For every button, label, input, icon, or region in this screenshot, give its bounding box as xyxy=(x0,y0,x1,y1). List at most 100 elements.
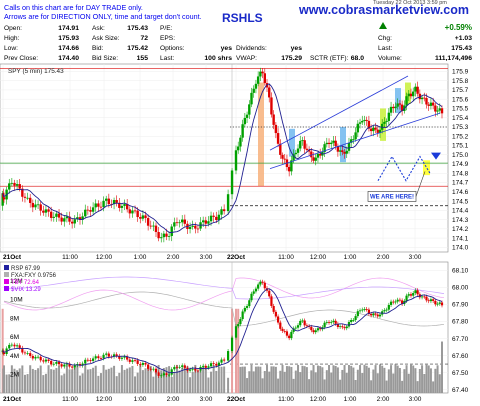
rsp-candle-body xyxy=(81,363,84,366)
indicator-x-tick-label: 11:00 xyxy=(278,396,294,403)
candle-body xyxy=(303,140,306,149)
rsp-candle-body xyxy=(60,364,63,367)
candle-body xyxy=(15,184,19,186)
indicator-y-axis: 67.40 67.50 67.60 67.70 67.80 67.90 68.00 68.10… xyxy=(10,268,469,394)
candle-body xyxy=(385,120,388,122)
candle-body xyxy=(349,139,353,143)
volume-bar xyxy=(354,380,357,393)
candle-body xyxy=(250,92,253,105)
volume-bar xyxy=(301,365,304,393)
indicator-x-tick-label: 3:00 xyxy=(200,396,213,403)
rsp-candle-body xyxy=(34,356,37,359)
indicator-x-tick-label: 1:00 xyxy=(134,396,147,403)
rsp-candle-body xyxy=(425,296,428,301)
candle-body xyxy=(36,204,40,206)
rsp-candle-body xyxy=(401,300,404,305)
candle-body xyxy=(217,214,221,221)
candle-body xyxy=(287,167,291,172)
rsp-candle-body xyxy=(118,355,121,359)
candle-body xyxy=(332,140,335,143)
volume-bar xyxy=(123,369,126,393)
rsp-candle-body xyxy=(409,294,413,296)
volume-bar xyxy=(436,365,439,393)
rsp-candle-body xyxy=(339,326,342,328)
volume-bar xyxy=(165,367,168,393)
rsp-candle-body xyxy=(354,316,357,320)
rsp-candle-body xyxy=(372,313,375,316)
candle-body xyxy=(418,93,422,100)
volume-bar xyxy=(308,379,311,393)
rsp-candle-body xyxy=(285,331,289,336)
ask-label: Ask: xyxy=(92,25,105,32)
rsp-candle-body xyxy=(23,352,27,354)
rsp-candle-body xyxy=(178,366,181,368)
candle-body xyxy=(420,97,424,100)
candle-body xyxy=(254,83,258,89)
volume-bar xyxy=(429,368,432,393)
rsp-candle-body xyxy=(215,363,218,366)
indicator-y-tick-right: 67.40 xyxy=(452,387,469,394)
volume-bar xyxy=(279,370,282,393)
price-x-tick-label: 22Oct xyxy=(227,254,246,261)
price-y-tick-label: 174.4 xyxy=(452,208,469,215)
candle-body xyxy=(47,209,50,212)
volume-bar xyxy=(39,365,42,393)
rsp-candle-body xyxy=(263,282,266,289)
candle-body xyxy=(259,71,262,77)
volume-bar xyxy=(181,367,184,393)
rsp-candle-body xyxy=(434,300,437,305)
rsp-candle-body xyxy=(160,375,163,377)
indicator-y-tick-left: 8M xyxy=(10,315,19,322)
price-y-tick-label: 175.0 xyxy=(452,152,469,159)
volume-bar xyxy=(401,380,404,393)
price-horizontal-lines xyxy=(0,68,448,207)
volume-bar xyxy=(277,378,280,393)
arrow-head-icon xyxy=(431,152,441,160)
candle-body xyxy=(1,193,4,206)
candle-body xyxy=(60,217,63,222)
candle-body xyxy=(276,133,280,144)
callout-pointer xyxy=(415,171,426,197)
price-y-tick-label: 174.8 xyxy=(452,170,469,177)
volume-bar xyxy=(270,366,273,393)
rsp-candle-body xyxy=(270,296,273,306)
rsp-candle-body xyxy=(257,284,260,289)
volume-bar xyxy=(294,370,297,393)
price-y-tick-label: 175.4 xyxy=(452,115,469,122)
rsp-candle-body xyxy=(374,313,377,315)
price-x-tick-label: 11:00 xyxy=(62,254,78,261)
candle-body xyxy=(383,121,386,124)
volume-bar xyxy=(160,370,163,393)
volume-bar xyxy=(421,365,424,393)
rsp-candle-body xyxy=(157,372,160,376)
candle-body xyxy=(78,217,82,220)
volume-bar xyxy=(347,364,350,393)
rsp-candle-body xyxy=(398,299,402,301)
rsp-candle-body xyxy=(97,356,100,359)
eps-label: EPS: xyxy=(160,35,175,42)
candle-body xyxy=(204,220,207,224)
rsp-candle-body xyxy=(217,362,220,366)
rsp-candle-body xyxy=(18,345,21,348)
rsp-candle-body xyxy=(347,322,351,327)
volume-bar xyxy=(378,364,381,393)
candle-body xyxy=(152,225,155,227)
legend-swatch-vix xyxy=(4,286,9,291)
volume-bar xyxy=(387,369,390,393)
candle-body xyxy=(226,194,230,212)
volume-bar xyxy=(204,366,207,393)
candle-body xyxy=(394,106,397,109)
price-y-axis: 174.0 174.1 174.2 174.3 174.4 174.5 174.6 174.7… xyxy=(452,69,469,252)
candle-body xyxy=(42,210,45,213)
candle-body xyxy=(105,198,108,201)
header-timestamp: Tuesday 22 Oct 2013 3:59 pm xyxy=(373,0,447,6)
volume-bar xyxy=(266,364,269,393)
volume-bar xyxy=(285,366,288,393)
price-y-tick-label: 175.9 xyxy=(452,69,469,76)
volume-bar xyxy=(330,372,333,393)
candle-body xyxy=(201,220,205,223)
candle-body xyxy=(245,114,249,118)
volume-bar xyxy=(288,366,291,393)
candle-body xyxy=(209,215,213,222)
legend-fxa: FXA:FXY 0.9756 xyxy=(11,273,57,279)
